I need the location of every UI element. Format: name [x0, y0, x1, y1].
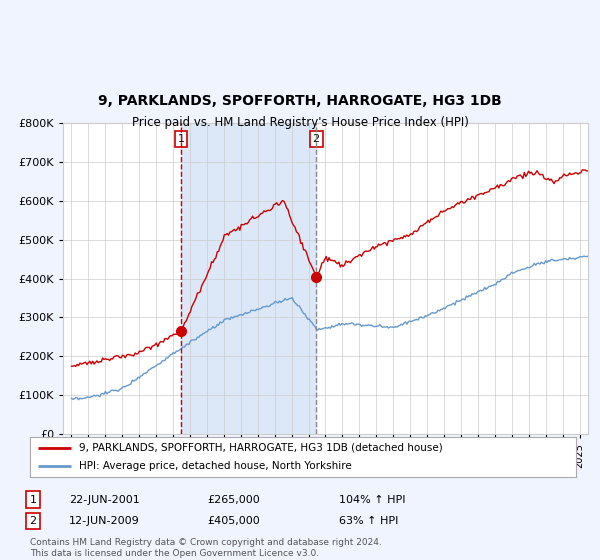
Text: 9, PARKLANDS, SPOFFORTH, HARROGATE, HG3 1DB: 9, PARKLANDS, SPOFFORTH, HARROGATE, HG3 …	[98, 94, 502, 108]
Text: 22-JUN-2001: 22-JUN-2001	[69, 494, 140, 505]
Text: £405,000: £405,000	[207, 516, 260, 526]
Text: Contains HM Land Registry data © Crown copyright and database right 2024.
This d: Contains HM Land Registry data © Crown c…	[30, 538, 382, 558]
Bar	[181, 123, 316, 434]
Text: £265,000: £265,000	[207, 494, 260, 505]
Text: Price paid vs. HM Land Registry's House Price Index (HPI): Price paid vs. HM Land Registry's House …	[131, 116, 469, 129]
Text: 12-JUN-2009: 12-JUN-2009	[69, 516, 140, 526]
Text: 2: 2	[29, 516, 37, 526]
Text: 104% ↑ HPI: 104% ↑ HPI	[339, 494, 406, 505]
Text: 1: 1	[29, 494, 37, 505]
Text: 63% ↑ HPI: 63% ↑ HPI	[339, 516, 398, 526]
Text: HPI: Average price, detached house, North Yorkshire: HPI: Average price, detached house, Nort…	[79, 461, 352, 471]
Text: 2: 2	[313, 134, 320, 144]
Text: 9, PARKLANDS, SPOFFORTH, HARROGATE, HG3 1DB (detached house): 9, PARKLANDS, SPOFFORTH, HARROGATE, HG3 …	[79, 443, 443, 452]
Text: 1: 1	[178, 134, 185, 144]
